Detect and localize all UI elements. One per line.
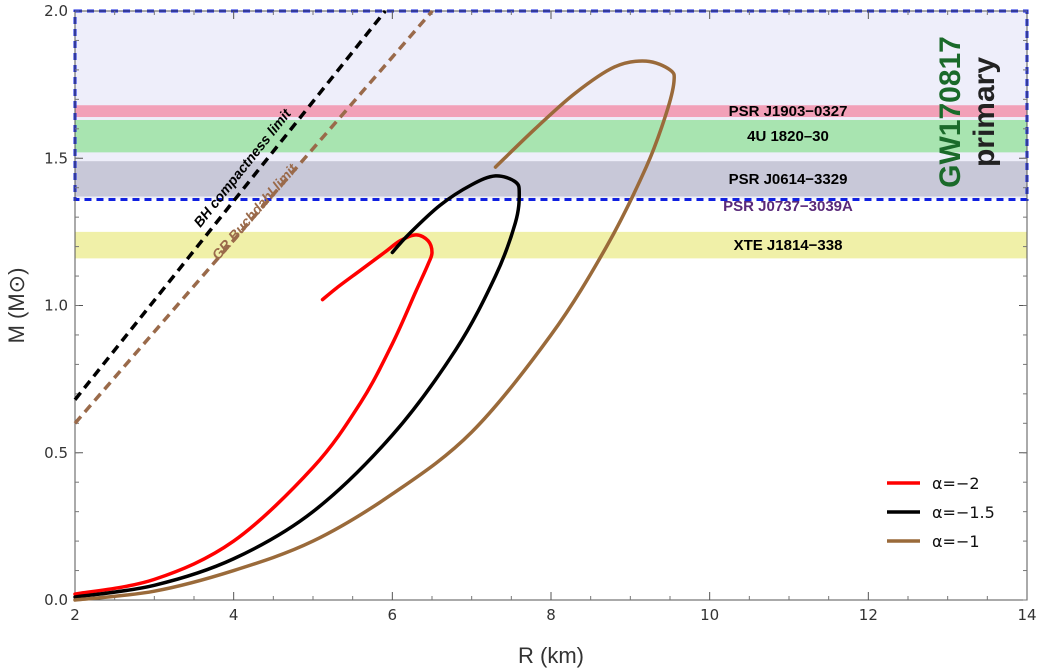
- y-tick-label: 0.5: [44, 444, 68, 462]
- x-axis-label: R (km): [518, 643, 584, 668]
- legend: α=−2 α=−1.5 α=−1: [887, 474, 995, 551]
- limit-lines: [73, 9, 434, 425]
- band-label-3: PSR J0737−3039A: [723, 198, 853, 215]
- band-label-4: XTE J1814−338: [734, 237, 843, 254]
- y-tick-label: 1.0: [44, 297, 68, 315]
- band-label-1: 4U 1820–30: [747, 128, 829, 145]
- limit-line-1: [73, 9, 434, 425]
- limit-line-0: [73, 9, 387, 401]
- series-line-0: [73, 233, 434, 596]
- band-1: [75, 119, 1027, 153]
- x-tick-label: 14: [1017, 606, 1036, 624]
- gw-label-line2: primary: [968, 57, 1001, 167]
- band-2: [75, 161, 1027, 197]
- gw-label-line1: GW170817: [934, 36, 967, 188]
- x-tick-label: 8: [546, 606, 556, 624]
- series-line-1: [73, 174, 522, 599]
- y-tick-label: 2.0: [44, 2, 68, 20]
- series-line-2: [73, 59, 677, 602]
- x-tick-label: 2: [70, 606, 80, 624]
- y-tick-label: 1.5: [44, 149, 68, 167]
- band-label-0: PSR J1903−0327: [729, 103, 848, 120]
- series-curves: [73, 59, 677, 602]
- legend-label-0: α=−2: [932, 474, 980, 493]
- legend-label-2: α=−1: [932, 532, 980, 551]
- band-4: [75, 231, 1027, 259]
- band-0: [75, 105, 1027, 118]
- band-label-2: PSR J0614−3329: [729, 171, 848, 188]
- y-tick-label: 0.0: [44, 591, 68, 609]
- x-tick-label: 12: [859, 606, 878, 624]
- y-axis-label: M (M⊙): [4, 268, 29, 344]
- x-tick-label: 6: [388, 606, 398, 624]
- legend-label-1: α=−1.5: [932, 503, 995, 522]
- x-tick-label: 4: [229, 606, 239, 624]
- x-tick-label: 10: [700, 606, 719, 624]
